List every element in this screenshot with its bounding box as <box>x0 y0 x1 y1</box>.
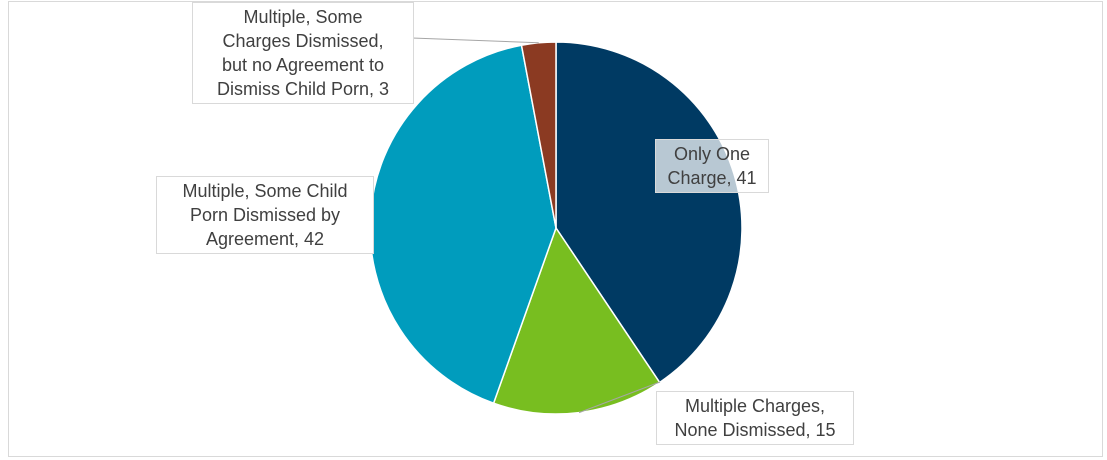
data-label-only-one-charge: Only One Charge, 41 <box>655 139 769 193</box>
slice-multiple-none-dismissed <box>492 226 661 415</box>
leader-line-multiple-some-charges-dismissed-no-agreement <box>411 37 539 44</box>
data-label-line: Agreement, 42 <box>205 229 325 249</box>
data-label-multiple-none-dismissed: Multiple Charges, None Dismissed, 15 <box>656 391 854 445</box>
data-label-line: Charge, 41 <box>667 168 757 188</box>
data-label-line: Multiple Charges, <box>684 396 826 416</box>
data-label-multiple-some-child-porn-dismissed: Multiple, Some Child Porn Dismissed by A… <box>156 176 374 254</box>
data-label-line: None Dismissed, 15 <box>674 420 836 440</box>
data-label-line: Porn Dismissed by <box>189 205 341 225</box>
data-label-line: Dismiss Child Porn, 3 <box>216 79 390 99</box>
data-label-line: Charges Dismissed, <box>222 31 384 51</box>
data-label-line: Only One <box>673 144 751 164</box>
data-label-line: Multiple, Some Child <box>182 181 348 201</box>
data-label-line: but no Agreement to <box>221 55 385 75</box>
data-label-multiple-some-charges-dismissed-no-agreement: Multiple, Some Charges Dismissed, but no… <box>192 2 414 104</box>
leader-line-multiple-none-dismissed <box>578 381 661 414</box>
data-label-line: Multiple, Some <box>243 7 363 27</box>
